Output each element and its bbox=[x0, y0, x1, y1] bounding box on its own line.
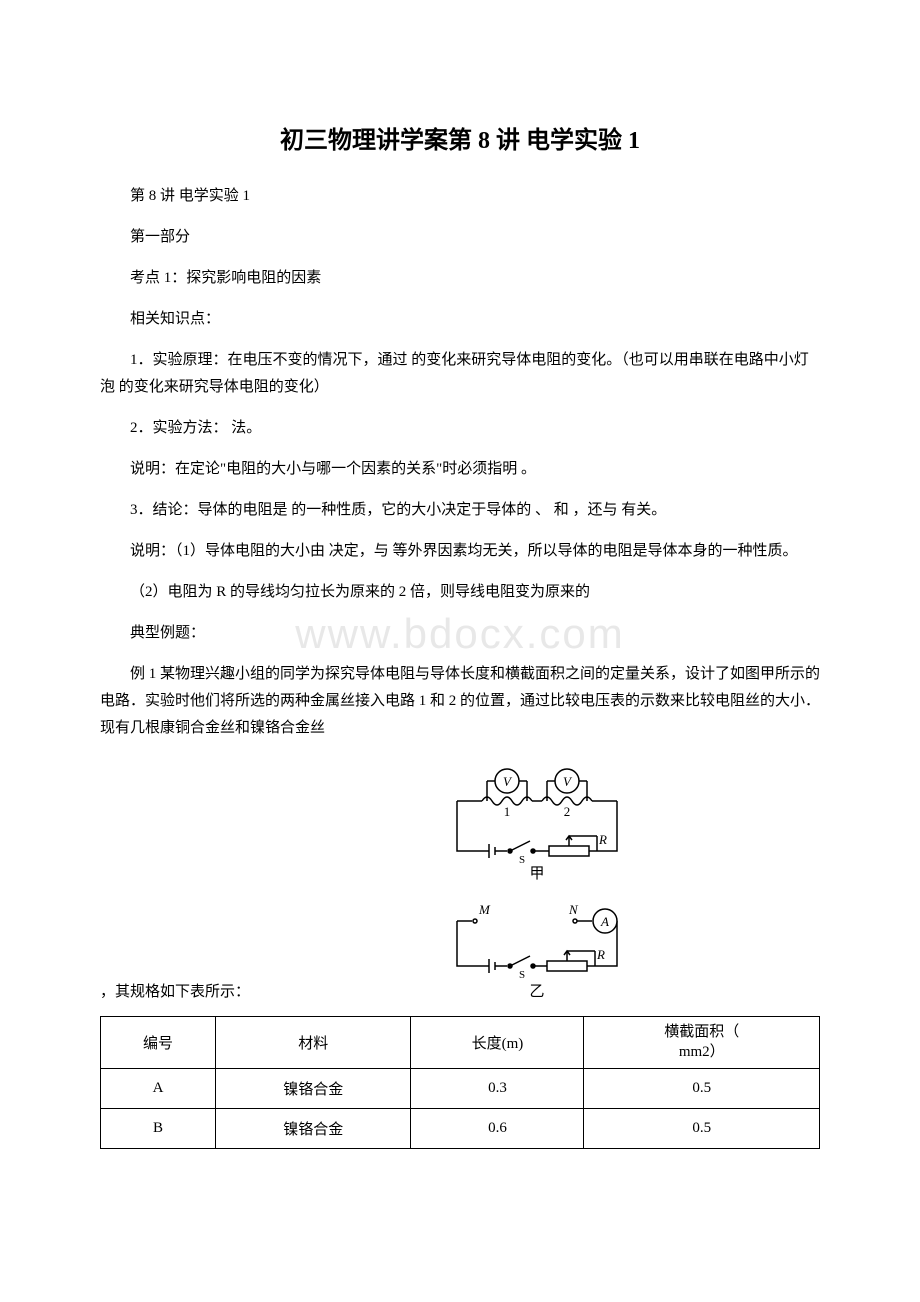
paragraph-tail: ，其规格如下表所示： bbox=[100, 979, 250, 1006]
table-header: 长度(m) bbox=[411, 1017, 584, 1069]
table-cell: 0.5 bbox=[584, 1109, 820, 1149]
data-table: 编号 材料 长度(m) 横截面积（ mm2） A 镍铬合金 0.3 0.5 B bbox=[100, 1016, 820, 1149]
table-header: 材料 bbox=[216, 1017, 411, 1069]
ammeter-label: A bbox=[600, 914, 609, 929]
table-cell: 0.3 bbox=[411, 1069, 584, 1109]
table-header-text: 横截面积（ bbox=[664, 1024, 739, 1040]
table-header: 横截面积（ mm2） bbox=[584, 1017, 820, 1069]
table-cell: 镍铬合金 bbox=[216, 1069, 411, 1109]
node-label: 1 bbox=[504, 804, 511, 819]
paragraph: 第一部分 bbox=[100, 224, 820, 251]
figure-caption: 甲 bbox=[529, 866, 544, 882]
paragraph: 说明：（1）导体电阻的大小由 决定，与 等外界因素均无关，所以导体的电阻是导体本… bbox=[100, 538, 820, 565]
svg-text:S: S bbox=[519, 969, 525, 981]
node-label: N bbox=[568, 902, 579, 917]
table-cell: 0.5 bbox=[584, 1069, 820, 1109]
paragraph: 说明：在定论"电阻的大小与哪一个因素的关系"时必须指明 。 bbox=[100, 456, 820, 483]
paragraph: 3．结论：导体的电阻是 的一种性质，它的大小决定于导体的 、 和 ，还与 有关。 bbox=[100, 497, 820, 524]
paragraph: 2．实验方法： 法。 bbox=[100, 415, 820, 442]
paragraph: （2）电阻为 R 的导线均匀拉长为原来的 2 倍，则导线电阻变为原来的 bbox=[100, 579, 820, 606]
node-label: M bbox=[478, 902, 491, 917]
paragraph: 1．实验原理：在电压不变的情况下，通过 的变化来研究导体电阻的变化。（也可以用串… bbox=[100, 347, 820, 401]
node-label: 2 bbox=[564, 804, 571, 819]
table-cell: A bbox=[101, 1069, 216, 1109]
circuit-svg: V V 1 2 bbox=[427, 756, 647, 1006]
table-cell: B bbox=[101, 1109, 216, 1149]
table-header: 编号 bbox=[101, 1017, 216, 1069]
circuit-diagrams: V V 1 2 bbox=[254, 756, 820, 1006]
table-row: B 镍铬合金 0.6 0.5 bbox=[101, 1109, 820, 1149]
paragraph: 相关知识点： bbox=[100, 306, 820, 333]
table-cell: 镍铬合金 bbox=[216, 1109, 411, 1149]
paragraph: 第 8 讲 电学实验 1 bbox=[100, 183, 820, 210]
svg-text:S: S bbox=[519, 854, 525, 866]
resistor-label: R bbox=[598, 832, 607, 847]
table-row: A 镍铬合金 0.3 0.5 bbox=[101, 1069, 820, 1109]
table-header-text: mm2） bbox=[679, 1044, 725, 1060]
paragraph: 典型例题： bbox=[100, 620, 820, 647]
table-cell: 0.6 bbox=[411, 1109, 584, 1149]
page-title: 初三物理讲学案第 8 讲 电学实验 1 bbox=[100, 120, 820, 155]
table-header-row: 编号 材料 长度(m) 横截面积（ mm2） bbox=[101, 1017, 820, 1069]
document-content: 初三物理讲学案第 8 讲 电学实验 1 第 8 讲 电学实验 1 第一部分 考点… bbox=[100, 120, 820, 1149]
resistor-label: R bbox=[596, 947, 605, 962]
paragraph: 例 1 某物理兴趣小组的同学为探究导体电阻与导体长度和横截面积之间的定量关系，设… bbox=[100, 661, 820, 742]
figure-caption: 乙 bbox=[529, 984, 544, 1000]
paragraph: 考点 1：探究影响电阻的因素 bbox=[100, 265, 820, 292]
